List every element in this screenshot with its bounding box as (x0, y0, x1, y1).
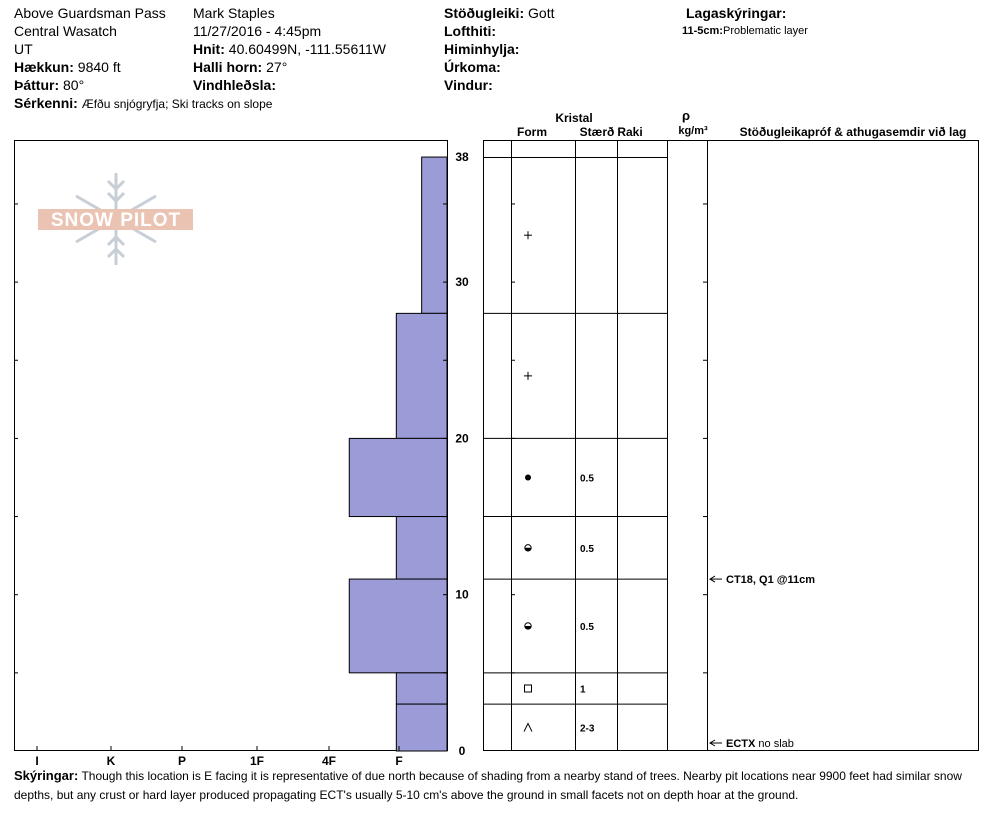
layer-notes-title: Lagaskýringar: (686, 5, 787, 21)
hardness-label-F: F (395, 754, 402, 768)
test-arrow-head-1 (709, 575, 716, 583)
watermark-text: SNOW PILOT (51, 210, 181, 231)
hardness-bar-4 (395, 516, 448, 580)
density-unit: kg/m³ (678, 125, 708, 137)
elevation-field: Hækkun: 9840 ft (14, 59, 121, 75)
size-header: Stærð (580, 125, 615, 139)
coords-field: Hnit: 40.60499N, -111.55611W (193, 41, 387, 57)
hardness-label-1F: 1F (250, 754, 264, 768)
grain-table (483, 140, 979, 751)
grain-size-5: 0.5 (580, 622, 594, 633)
wind-loading-field: Vindhleðsla: (193, 77, 276, 93)
depth-label-10: 10 (455, 588, 469, 602)
snowpilot-watermark: SNOW PILOT (38, 173, 193, 265)
grain-size-4: 0.5 (580, 544, 594, 555)
depth-label-20: 20 (455, 431, 469, 445)
air-temp-field: Lofthiti: (444, 23, 497, 39)
state-name: UT (14, 41, 33, 57)
depth-label-30: 30 (455, 275, 469, 289)
hardness-bar-3 (348, 437, 448, 518)
stability-tests: CT18, Q1 @11cm ECTX no slab (703, 203, 815, 750)
grain-rows: 0.5 0.5 0.5 1 2-3 (483, 157, 667, 735)
test-label-1: CT18, Q1 @11cm (726, 574, 815, 586)
notes-text: Though this location is E facing it is r… (14, 769, 962, 802)
crystal-header: Kristal (555, 111, 592, 125)
sky-field: Himinhylja: (444, 41, 520, 57)
test-label-2: ECTX no slab (726, 738, 794, 750)
form-header: Form (517, 125, 547, 139)
header-middle: Mark Staples 11/27/2016 - 4:45pm Hnit: 4… (193, 4, 386, 94)
notes-label: Skýringar: (14, 768, 79, 783)
hardness-bar-6 (395, 672, 448, 705)
hardness-bar-5 (348, 578, 448, 674)
grain-size-6: 1 (580, 684, 586, 695)
grain-form-hoar-7 (523, 722, 533, 732)
hardness-bar-2 (395, 312, 448, 439)
test-code-2: ECTX (726, 738, 756, 750)
layer-notes: Lagaskýringar: (686, 4, 786, 22)
hardness-bars (348, 156, 448, 752)
slope-field: Halli horn: 27° (193, 59, 288, 75)
left-tick-marks (14, 203, 18, 674)
features-field: Sérkenni: Æfðu snjógryfja; Ski tracks on… (14, 95, 273, 111)
hardness-axis: I K P 1F 4F F (35, 746, 403, 768)
moisture-header: Raki (617, 125, 642, 139)
hardness-label-I: I (35, 754, 38, 768)
header-left: Above Guardsman Pass Central Wasatch UT … (14, 4, 272, 113)
aspect-field: Þáttur: 80° (14, 77, 85, 93)
precip-field: Úrkoma: (444, 59, 501, 75)
header-right: Stöðugleiki: Gott Lofthiti: Himinhylja: … (444, 4, 554, 94)
depth-label-0: 0 (459, 744, 466, 758)
hardness-label-P: P (178, 754, 186, 768)
hardness-bar-1 (421, 156, 448, 314)
grain-form-dot-3 (525, 474, 531, 481)
test-code-1: CT18, Q1 @11cm (726, 574, 815, 586)
layer-note-range: 11-5cm: (682, 25, 723, 37)
hardness-bar-7 (395, 703, 448, 752)
stability-field: Stöðugleiki: Gott (444, 5, 555, 21)
region-name: Central Wasatch (14, 23, 117, 39)
observation-datetime: 11/27/2016 - 4:45pm (193, 23, 322, 39)
test-comment-2: no slab (755, 738, 794, 750)
grain-size-3: 0.5 (580, 473, 594, 484)
tests-header: Stöðugleikapróf & athugasemdir við lag (740, 125, 967, 139)
wind-field: Vindur: (444, 77, 493, 93)
layer-note-text: Problematic layer (722, 25, 808, 37)
hardness-label-4F: 4F (322, 754, 336, 768)
notes-section: Skýringar: Though this location is E fac… (14, 766, 989, 805)
snow-profile-chart: SNOW PILOT 0 10 20 30 38 I K P 1F 4F F 0.5 0.5 0.5 1… (14, 108, 979, 768)
density-symbol: ρ (682, 108, 690, 123)
test-arrow-head-2 (709, 739, 716, 747)
observer-name: Mark Staples (193, 5, 275, 21)
hardness-label-K: K (107, 754, 116, 768)
grain-form-rf-fill-4 (524, 547, 532, 552)
grain-size-7: 2-3 (580, 724, 595, 735)
depth-axis: 0 10 20 30 38 (443, 150, 469, 758)
layer-note-entry: 11-5cm:Problematic layer (682, 22, 808, 40)
depth-label-38: 38 (455, 150, 469, 164)
grain-form-square-6 (524, 684, 532, 693)
grain-form-rf-fill-5 (524, 625, 532, 630)
location-name: Above Guardsman Pass (14, 5, 166, 21)
